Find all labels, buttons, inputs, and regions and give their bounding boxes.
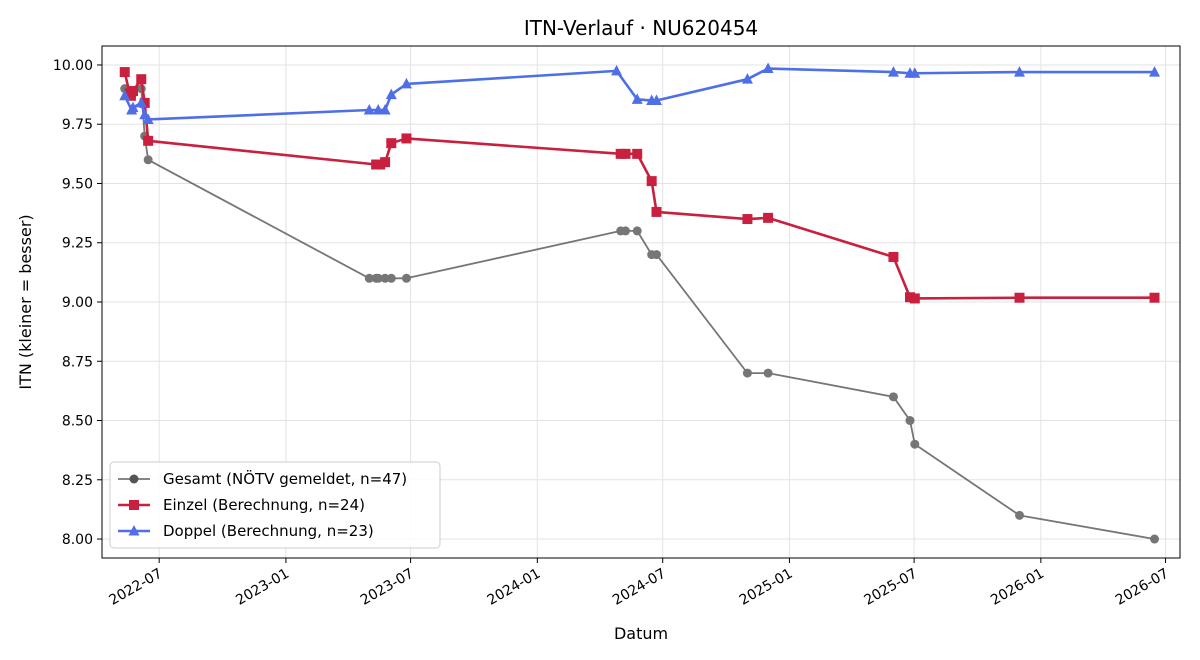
data-point (139, 97, 150, 108)
legend-box (109, 461, 441, 549)
legend-label: Doppel (Berechnung, n=23) (163, 522, 374, 540)
data-point (143, 155, 153, 165)
data-point (888, 392, 898, 402)
data-point (651, 206, 662, 217)
data-point (127, 101, 139, 113)
data-point (364, 273, 374, 283)
data-point (646, 176, 657, 187)
data-point (763, 368, 773, 378)
data-point (119, 89, 131, 101)
legend-marker (128, 525, 140, 536)
data-point (401, 273, 411, 283)
data-point (1014, 292, 1025, 303)
data-point (1150, 534, 1160, 544)
data-point (363, 104, 375, 115)
data-point (887, 66, 899, 77)
data-point (762, 62, 774, 74)
data-point (135, 96, 147, 108)
y-axis-label: ITN (kleiner = besser) (16, 214, 35, 389)
data-point (621, 226, 631, 236)
data-point (1149, 66, 1161, 77)
data-point (119, 67, 130, 78)
y-tick-label: 9.25 (62, 236, 93, 252)
data-point (1015, 510, 1025, 520)
gridlines (102, 46, 1180, 558)
data-point (650, 94, 662, 106)
data-point (127, 86, 138, 97)
data-point (373, 273, 383, 283)
data-point (143, 135, 154, 146)
legend-label: Einzel (Berechnung, n=24) (163, 496, 365, 514)
legend: Gesamt (NÖTV gemeldet, n=47) Einzel (Bere… (109, 461, 441, 549)
series-line (123, 67, 1155, 121)
data-point (611, 64, 623, 76)
y-tick-label: 9.00 (62, 295, 93, 311)
data-point (1149, 292, 1160, 303)
y-tick-label: 9.75 (62, 117, 93, 133)
data-point (372, 104, 384, 115)
data-point (386, 273, 396, 283)
data-point (763, 212, 774, 223)
data-point (888, 251, 899, 262)
legend-label: Gesamt (NÖTV gemeldet, n=47) (163, 469, 407, 488)
legend-marker (129, 500, 139, 510)
data-point (632, 226, 642, 236)
data-point (742, 368, 752, 378)
data-point (142, 113, 154, 124)
chart-title: ITN-Verlauf · NU620454 (524, 16, 758, 40)
series-layer (119, 62, 1161, 544)
y-tick-label: 8.25 (62, 473, 93, 489)
data-point (1014, 66, 1026, 77)
x-axis-label: Datum (614, 624, 668, 643)
data-point (909, 67, 921, 78)
data-point (401, 133, 412, 144)
y-tick-label: 8.50 (62, 414, 93, 430)
series-square (119, 67, 1160, 304)
data-point (631, 93, 643, 104)
data-point (380, 157, 391, 168)
data-point (385, 88, 397, 100)
data-point (651, 250, 661, 260)
data-point (910, 439, 920, 449)
data-point (386, 138, 397, 149)
data-point (741, 73, 753, 84)
series-triangle (119, 62, 1161, 124)
y-tick-label: 9.50 (62, 176, 93, 192)
legend-marker (129, 474, 139, 484)
data-point (909, 293, 920, 304)
data-point (632, 148, 643, 159)
y-tick-label: 8.75 (62, 354, 93, 370)
data-point (400, 77, 412, 89)
data-point (620, 148, 631, 159)
data-point (380, 273, 390, 283)
data-point (905, 416, 915, 426)
data-point (742, 214, 753, 225)
y-tick-label: 10.00 (53, 58, 93, 74)
data-point (136, 74, 147, 85)
data-point (379, 104, 391, 115)
y-tick-label: 8.00 (62, 532, 93, 548)
